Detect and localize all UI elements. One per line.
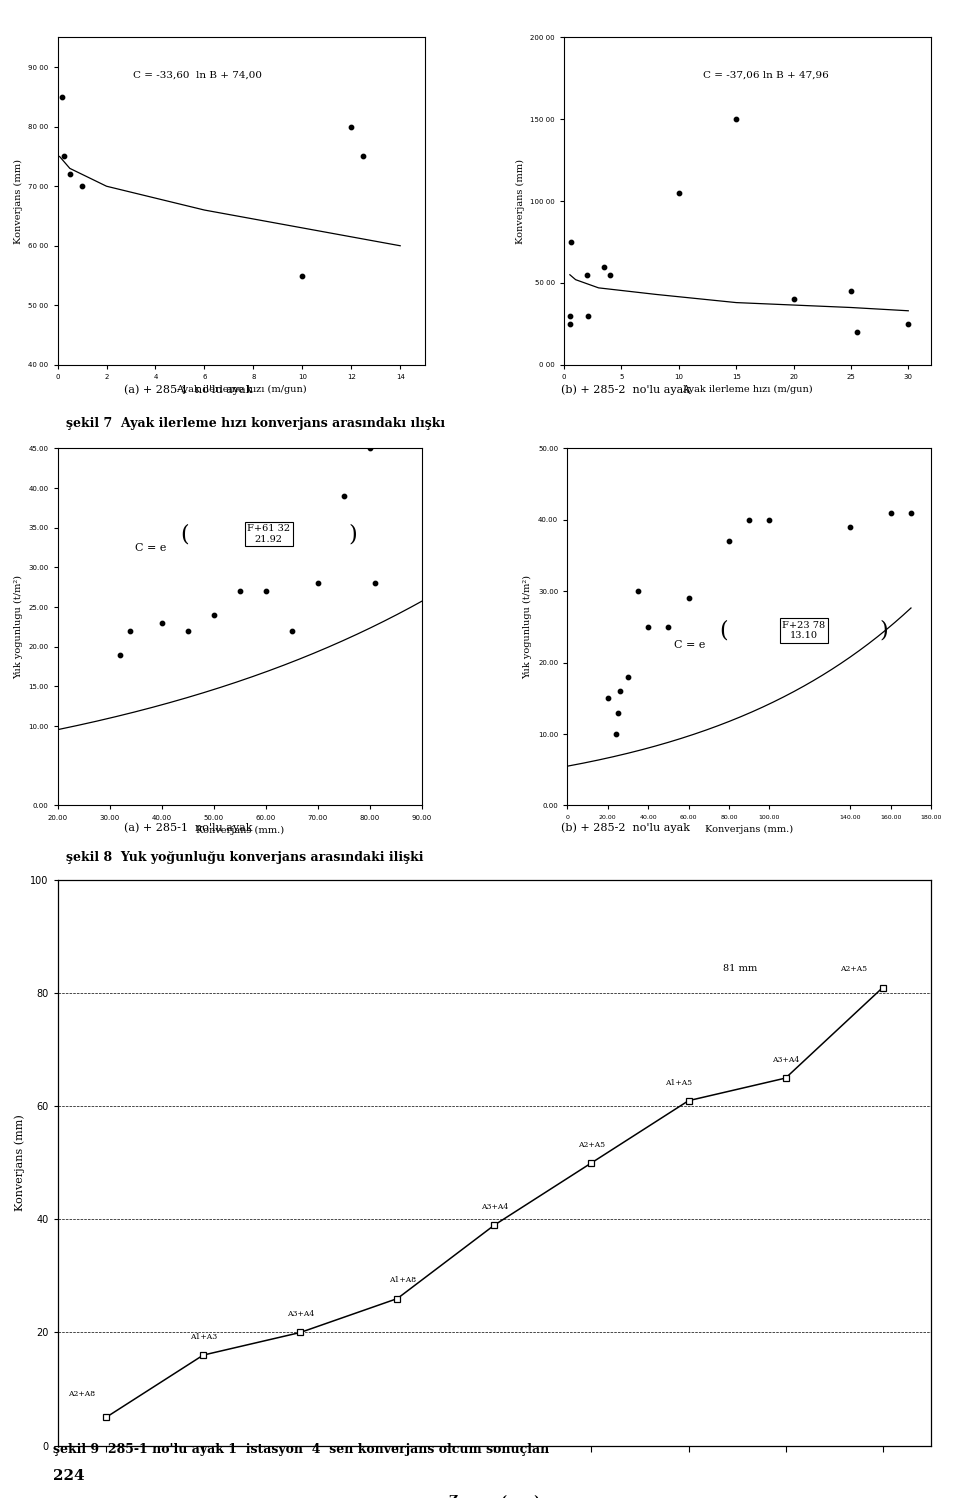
Point: [602, 262, 617, 286]
Text: (: (: [180, 523, 189, 545]
Point: [284, 619, 300, 643]
Point: [563, 304, 578, 328]
Point: [843, 279, 858, 303]
Point: [258, 580, 274, 604]
Text: C = e: C = e: [674, 640, 706, 650]
Text: (b) + 285-2  no'lu ayak: (b) + 285-2 no'lu ayak: [561, 383, 690, 394]
Text: F+23 78
13.10: F+23 78 13.10: [782, 620, 826, 640]
Text: (a) + 285-1  no'lu ayak: (a) + 285-1 no'lu ayak: [125, 383, 252, 394]
Text: (a) + 285-1  no'lu ayak: (a) + 285-1 no'lu ayak: [125, 822, 252, 833]
Text: F+61 32
21.92: F+61 32 21.92: [247, 524, 290, 544]
X-axis label: Konverjans (mm.): Konverjans (mm.): [196, 825, 283, 836]
Text: C = e: C = e: [135, 544, 167, 553]
Point: [612, 679, 628, 703]
Point: [596, 255, 612, 279]
Text: ): ): [879, 620, 888, 641]
Text: (b) + 285-2  no'lu ayak: (b) + 285-2 no'lu ayak: [561, 822, 690, 833]
Point: [903, 500, 919, 524]
Point: [563, 312, 578, 336]
Point: [336, 484, 351, 508]
Point: [180, 619, 195, 643]
Point: [55, 85, 70, 109]
Point: [123, 619, 138, 643]
X-axis label: Konverjans (mm.): Konverjans (mm.): [706, 825, 793, 834]
Point: [232, 580, 248, 604]
Text: (: (: [719, 620, 728, 641]
Point: [786, 288, 802, 312]
Y-axis label: Yuk yogunlugu (t/m²): Yuk yogunlugu (t/m²): [13, 575, 23, 679]
Text: şekil 8  Yuk yoğunluğu konverjans arasındaki ilişki: şekil 8 Yuk yoğunluğu konverjans arasınd…: [66, 851, 423, 864]
Text: A3+A4: A3+A4: [481, 1203, 508, 1210]
Text: A2+A5: A2+A5: [840, 966, 867, 974]
Y-axis label: Konverjans (mm): Konverjans (mm): [13, 159, 23, 244]
Text: A2+A8: A2+A8: [68, 1390, 95, 1398]
Point: [620, 665, 636, 689]
Y-axis label: Konverjans (mm): Konverjans (mm): [14, 1115, 25, 1212]
Point: [660, 616, 676, 640]
Point: [721, 529, 736, 553]
Point: [681, 586, 696, 610]
Point: [631, 580, 646, 604]
Point: [154, 611, 169, 635]
Text: A1+A5: A1+A5: [665, 1079, 692, 1086]
Point: [112, 643, 128, 667]
Point: [600, 686, 615, 710]
Point: [581, 304, 596, 328]
Point: [741, 508, 756, 532]
Point: [564, 231, 579, 255]
Y-axis label: Yuk yogunlugu (t/m²): Yuk yogunlugu (t/m²): [523, 575, 533, 679]
Point: [310, 571, 325, 595]
Y-axis label: Konverjans (mm): Konverjans (mm): [516, 159, 525, 244]
Point: [671, 181, 686, 205]
Text: C = -33,60  ln B + 74,00: C = -33,60 ln B + 74,00: [132, 70, 261, 79]
Point: [74, 174, 89, 198]
Point: [205, 604, 221, 628]
X-axis label: Zaman (gun): Zaman (gun): [449, 1495, 540, 1498]
Point: [344, 115, 359, 139]
X-axis label: Ayak ilerleme hızı (m/gun): Ayak ilerleme hızı (m/gun): [683, 385, 813, 394]
Text: A3+A4: A3+A4: [287, 1311, 314, 1318]
Point: [608, 722, 623, 746]
Point: [883, 500, 899, 524]
Text: A1+A8: A1+A8: [389, 1276, 416, 1284]
Text: C = -37,06 ln B + 47,96: C = -37,06 ln B + 47,96: [703, 70, 828, 79]
X-axis label: Ayak ilerleme hızı (m/gun): Ayak ilerleme hızı (m/gun): [176, 385, 306, 394]
Point: [843, 515, 858, 539]
Point: [761, 508, 777, 532]
Text: A1+A3: A1+A3: [189, 1333, 217, 1341]
Point: [62, 162, 78, 186]
Point: [900, 312, 916, 336]
Point: [580, 262, 595, 286]
Point: [610, 701, 625, 725]
Text: 81 mm: 81 mm: [723, 963, 756, 972]
Point: [362, 436, 377, 460]
Point: [640, 616, 656, 640]
Text: 224: 224: [53, 1470, 84, 1483]
Point: [56, 144, 71, 168]
Text: şekil 7  Ayak ilerleme hızı konverjans arasındakı ılışkı: şekil 7 Ayak ilerleme hızı konverjans ar…: [66, 418, 445, 430]
Text: şekil 9  285-1 no'lu ayak 1  istasyon  4  sen konverjans olcum sonuçlan: şekil 9 285-1 no'lu ayak 1 istasyon 4 se…: [53, 1443, 549, 1456]
Point: [295, 264, 310, 288]
Text: A3+A4: A3+A4: [772, 1056, 800, 1064]
Point: [849, 321, 864, 345]
Text: ): ): [348, 523, 357, 545]
Point: [393, 382, 408, 406]
Point: [729, 108, 744, 132]
Point: [367, 571, 382, 595]
Point: [356, 144, 372, 168]
Text: A2+A5: A2+A5: [578, 1141, 605, 1149]
